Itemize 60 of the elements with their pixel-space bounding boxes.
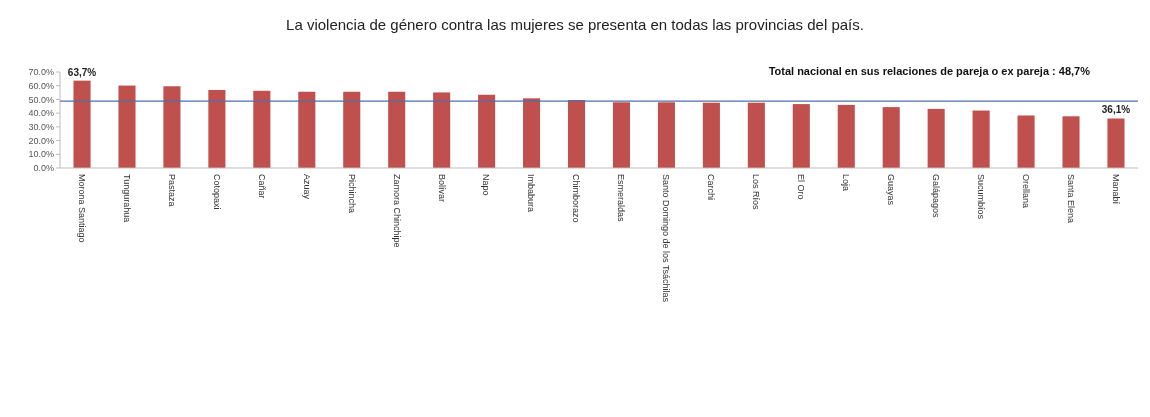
x-tick-label: Guayas <box>886 174 897 206</box>
y-tick-label: 20.0% <box>28 135 54 146</box>
x-tick-label: Cañar <box>256 174 267 199</box>
data-label: 36,1% <box>1101 104 1131 116</box>
x-tick-label: Santo Domingo de los Tsáchilas <box>661 174 672 303</box>
x-tick-label: Pichincha <box>346 174 357 214</box>
y-tick-label: 30.0% <box>28 122 54 133</box>
bar <box>972 110 990 168</box>
x-tick-label: Pastaza <box>166 174 177 207</box>
x-tick-label: Carchi <box>706 174 717 201</box>
x-tick-label: Imbabura <box>526 174 537 213</box>
bar <box>1107 118 1125 168</box>
bar <box>478 94 496 168</box>
x-tick-label: Bolívar <box>436 174 447 203</box>
x-tick-label: Galápagos <box>931 174 942 219</box>
bar <box>657 102 675 168</box>
x-tick-label: Napo <box>481 174 492 196</box>
x-tick-label: Santa Elena <box>1065 174 1076 224</box>
bar <box>298 91 316 168</box>
y-tick-label: 60.0% <box>28 80 54 91</box>
bar <box>433 92 451 168</box>
bar <box>882 107 900 168</box>
x-tick-label: Tungurahua <box>121 174 132 223</box>
bar <box>73 80 91 168</box>
bar <box>702 102 720 168</box>
x-tick-label: Sucumbíos <box>975 174 986 220</box>
y-tick-label: 50.0% <box>28 94 54 105</box>
x-tick-label: Chimborazo <box>571 174 582 223</box>
bar <box>567 99 586 168</box>
chart-title: La violencia de género contra las mujeres se presenta en todas las provincias del país. <box>286 16 864 33</box>
ref-line-label: Total nacional en sus relaciones de pareja o ex pareja : 48,7% <box>768 65 1091 78</box>
bar <box>927 108 945 168</box>
x-tick-label: Los Ríos <box>751 174 762 211</box>
bar <box>343 91 361 168</box>
bar <box>163 86 181 168</box>
x-tick-label: El Oro <box>796 174 807 200</box>
y-tick-label: 0.0% <box>33 163 54 174</box>
bar <box>1017 115 1035 168</box>
bar <box>118 85 136 168</box>
x-tick-label: Azuay <box>301 174 312 200</box>
bar <box>388 91 406 168</box>
data-label: 63,7% <box>67 66 97 78</box>
x-tick-label: Orellana <box>1020 174 1031 209</box>
bar <box>253 90 271 168</box>
x-tick-label: Zamora Chinchipe <box>391 174 402 248</box>
x-tick-label: Morona Santiago <box>76 174 87 243</box>
y-tick-label: 10.0% <box>28 149 54 160</box>
bar <box>837 104 855 168</box>
x-tick-label: Esmeraldas <box>616 174 627 223</box>
y-tick-label: 40.0% <box>28 108 54 119</box>
bar <box>208 89 226 168</box>
bar <box>523 98 541 168</box>
bar <box>1062 116 1080 168</box>
x-tick-label: Loja <box>841 174 852 192</box>
x-tick-label: Cotopaxi <box>211 174 222 210</box>
x-tick-label: Manabí <box>1110 174 1121 205</box>
bar <box>747 102 765 168</box>
bar <box>612 102 631 168</box>
bar <box>792 104 810 168</box>
y-tick-label: 70.0% <box>28 67 54 78</box>
